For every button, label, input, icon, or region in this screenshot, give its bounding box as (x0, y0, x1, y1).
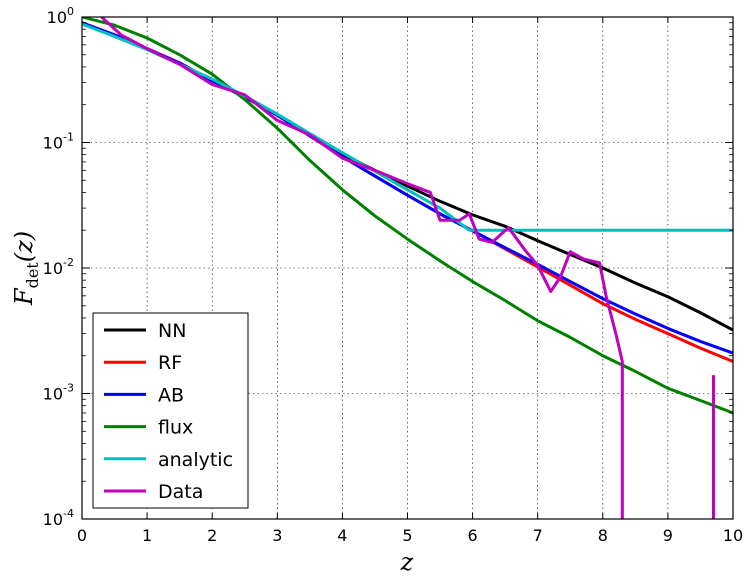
series-line-data (100, 17, 624, 519)
x-tick-label: 7 (533, 526, 543, 545)
y-tick-label: 10-2 (43, 256, 74, 278)
x-axis-label: z (400, 548, 414, 576)
y-tick-label: 10-3 (43, 382, 74, 404)
x-tick-label: 6 (468, 526, 478, 545)
x-tick-label: 1 (142, 526, 152, 545)
x-tick-label: 8 (598, 526, 608, 545)
series-line-flux (82, 17, 733, 415)
legend-label-flux: flux (158, 417, 193, 439)
legend-box (92, 312, 249, 509)
x-tick-label: 5 (402, 526, 412, 545)
x-tick-label: 3 (272, 526, 282, 545)
y-tick-label: 100 (47, 5, 74, 27)
y-axis-label-arg: (z) (10, 231, 38, 262)
series-layer (82, 17, 733, 519)
x-tick-label: 0 (77, 526, 87, 545)
x-tick-label: 9 (663, 526, 673, 545)
y-tick-label: 10-4 (43, 507, 74, 529)
y-axis-label: Fdet(z) (10, 231, 42, 306)
ticks (81, 16, 734, 520)
y-tick-label: 10-1 (43, 131, 74, 153)
legend-label-data: Data (158, 481, 203, 503)
x-tick-label: 10 (723, 526, 743, 545)
y-axis-label-main: F (10, 287, 38, 306)
y-axis-label-sub: det (23, 262, 42, 289)
legend-label-ab: AB (158, 384, 184, 406)
x-tick-label: 2 (207, 526, 217, 545)
tick-labels: 0 1 2 3 4 5 6 7 8 9 10 100 10-1 10-2 10-3 10-4 (43, 5, 744, 545)
x-tick-label: 4 (337, 526, 347, 545)
legend-label-analytic: analytic (158, 449, 233, 471)
legend-label-rf: RF (158, 352, 182, 374)
legend-label-nn: NN (158, 320, 186, 342)
legend: NN RF AB flux analytic Data (92, 312, 249, 509)
svg-text:Fdet(z): Fdet(z) (10, 231, 42, 306)
